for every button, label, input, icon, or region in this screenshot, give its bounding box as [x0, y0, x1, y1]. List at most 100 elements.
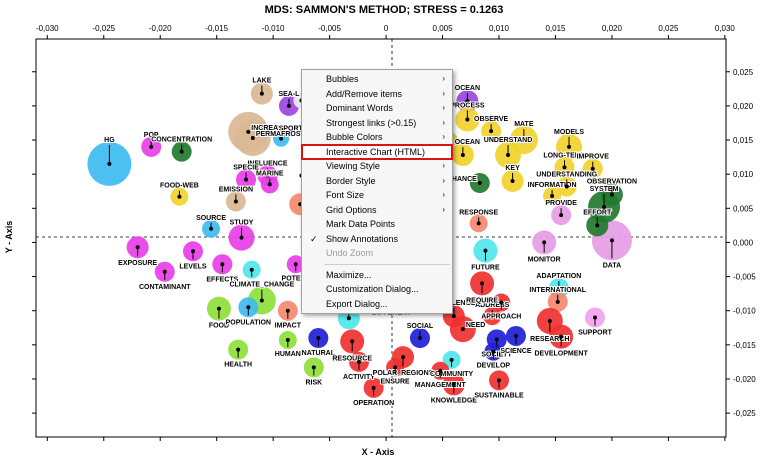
bubble-label: DEVELOP	[477, 363, 511, 370]
menu-item-label: Show Annotations	[326, 233, 399, 244]
menu-item-interactive-chart-html[interactable]: Interactive Chart (HTML)	[301, 143, 453, 160]
bubble-label: POTENT	[282, 275, 311, 282]
bubble-label: OPERATION	[353, 400, 394, 407]
y-tick-label: 0,025	[733, 68, 754, 77]
bubble-label: RISK	[305, 379, 322, 386]
menu-item-dominant-words[interactable]: Dominant Words ›	[302, 101, 452, 116]
bubble-label: FOOD	[209, 323, 229, 330]
menu-item-border-style[interactable]: Border Style ›	[302, 174, 452, 189]
bubble-label: DEVELOPMENT	[534, 351, 588, 358]
chevron-right-icon: ›	[442, 204, 445, 214]
bubble-label: SUPPORT	[578, 330, 613, 337]
bubble-label: MATE	[514, 121, 534, 128]
menu-item-label: Customization Dialog...	[326, 284, 419, 294]
bubble-label: SOCIAL	[407, 323, 434, 330]
chevron-right-icon: ›	[442, 88, 445, 98]
bubble-label: ACTIVITY	[343, 374, 375, 381]
bubble-label: OBSERVATION	[587, 179, 637, 186]
menu-separator	[324, 263, 450, 265]
bubble-label: PROCESS	[450, 103, 485, 110]
bubble-label: DATA	[603, 262, 621, 269]
bubble-label: HEALTH	[224, 362, 252, 369]
x-tick-label: -0,025	[92, 24, 115, 33]
axis-ticks: -0,030 -0,025 -0,020 -0,015 -0,010 -0,005 0 0,0…	[32, 24, 756, 441]
menu-item-label: Strongest links (>0.15)	[326, 117, 417, 128]
menu-item-maximize[interactable]: Maximize...	[302, 268, 452, 283]
menu-item-grid-options[interactable]: Grid Options ›	[302, 203, 452, 218]
menu-item-customization-dialog[interactable]: Customization Dialog...	[302, 282, 452, 297]
menu-item-export-dialog[interactable]: Export Dialog...	[302, 297, 452, 312]
bubble-label: RESEARCH	[530, 336, 569, 343]
menu-item-show-annotations[interactable]: ✓ Show Annotations	[302, 232, 452, 247]
bubble-label: EMISSION	[219, 186, 253, 193]
bubble-label: NATURAL	[302, 350, 336, 357]
x-tick-label: -0,030	[36, 24, 59, 33]
menu-item-viewing-style[interactable]: Viewing Style ›	[302, 159, 452, 174]
bubble-label: NEED	[466, 322, 485, 329]
bubble-label: KNOWLEDGE	[431, 397, 478, 404]
bubble-label: FUTURE	[471, 265, 500, 272]
menu-item-label: Add/Remove items	[326, 88, 403, 99]
bubble-label: EXPOSURE	[118, 260, 157, 267]
data-point-marker	[460, 327, 465, 332]
bubble-label: SOCIETY	[481, 351, 512, 358]
bubble-label: UNDERSTANDING	[536, 171, 597, 178]
chevron-right-icon: ›	[442, 161, 445, 170]
bubble-label: PERMAFROST	[256, 131, 306, 138]
bubble-label: CONTAMINANT	[139, 284, 191, 291]
x-tick-label: 0,030	[715, 24, 736, 33]
bubble-label: SOURCE	[196, 215, 226, 222]
bubble-label: MODELS	[554, 129, 584, 136]
chevron-right-icon: ›	[442, 190, 445, 199]
data-point-marker	[246, 129, 251, 134]
y-tick-label: -0,005	[733, 273, 756, 282]
x-tick-label: -0,010	[262, 24, 285, 33]
bubble-label: POLAR_REGIONS	[373, 370, 434, 377]
bubble-label: POPULATION	[226, 319, 271, 326]
chevron-right-icon: ›	[442, 117, 445, 127]
bubble-label: SEA-L	[278, 91, 300, 98]
bubble-label: FOOD-WEB	[160, 183, 199, 190]
bubble-label: TRANSPORT	[259, 126, 303, 133]
bubble-label: N_OCEAN	[446, 139, 480, 146]
context-menu[interactable]: Bubbles › Add/Remove items › Dominant Words ›…	[301, 69, 453, 314]
menu-item-label: Interactive Chart (HTML)	[326, 146, 426, 157]
bubble-label: ADAPTATION	[536, 273, 581, 280]
menu-item-label: Mark Data Points	[326, 219, 396, 229]
menu-item-label: Maximize...	[326, 269, 372, 280]
y-tick-label: 0,000	[733, 238, 754, 247]
menu-item-strongest-links-0-15[interactable]: Strongest links (>0.15) ›	[302, 116, 452, 131]
x-tick-label: 0,025	[658, 24, 679, 33]
menu-item-mark-data-points[interactable]: Mark Data Points	[302, 217, 452, 232]
bubble-label: INTERNATIONAL	[529, 287, 586, 294]
bubble-label: OCEAN	[455, 85, 480, 92]
menu-item-bubbles[interactable]: Bubbles ›	[302, 72, 452, 87]
bubble-label: SPECIE	[233, 165, 259, 172]
menu-item-bubble-colors[interactable]: Bubble Colors ›	[302, 130, 452, 145]
menu-item-font-size[interactable]: Font Size ›	[302, 188, 452, 203]
check-icon: ✓	[310, 233, 318, 244]
y-tick-label: 0,015	[733, 136, 754, 145]
x-tick-label: 0,015	[545, 24, 566, 33]
data-point-marker	[250, 135, 255, 140]
bubble-label: ENSURE	[381, 378, 411, 385]
menu-item-label: Export Dialog...	[326, 298, 388, 309]
x-tick-label: 0,010	[489, 24, 510, 33]
bubble-label: INCREA	[251, 125, 278, 132]
bubble-label: POP	[144, 132, 159, 139]
menu-item-add-remove-items[interactable]: Add/Remove items ›	[302, 87, 452, 102]
bubble-label: LAKE	[252, 78, 271, 85]
bubble-label: IMPROVE	[577, 154, 610, 161]
bubble-label: ENHANCE	[442, 176, 477, 183]
bubble-label: MANAGEMENT	[415, 382, 467, 389]
menu-item-label: Undo Zoom	[326, 248, 374, 258]
x-tick-label: -0,015	[205, 24, 228, 33]
y-tick-label: 0,010	[733, 170, 754, 179]
bubble-label: EFFORT	[583, 209, 612, 216]
y-tick-label: -0,025	[733, 409, 756, 418]
bubble-label: OBSERVE	[474, 116, 508, 123]
chevron-right-icon: ›	[442, 175, 445, 185]
bubble-label: IMPACT	[275, 323, 302, 330]
